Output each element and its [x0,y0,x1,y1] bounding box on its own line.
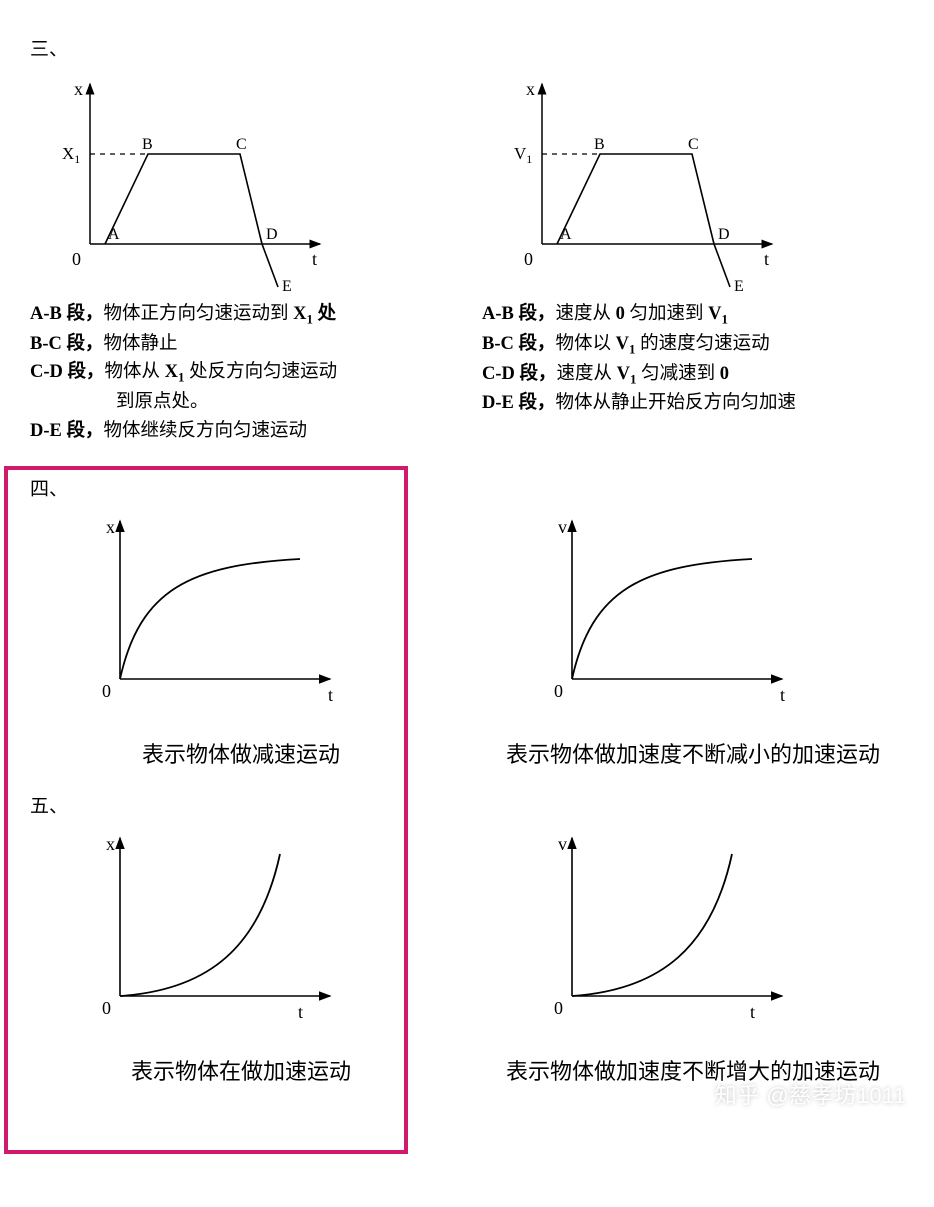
section-3-right-desc: A-B 段，速度从 0 匀加速到 V1 B-C 段，物体以 V1 的速度匀速运动… [482,300,904,418]
line-abcd [105,154,262,244]
pt-C: C [236,136,247,153]
section-4-left: x t 0 表示物体做减速运动 [30,509,452,773]
origin-label: 0 [102,681,111,701]
xt-trapezoid-chart: x t 0 X1 A B C D E [30,69,340,294]
xt-decel-curve-chart: x t 0 [70,509,370,719]
section-5-left-caption: 表示物体在做加速运动 [30,1054,452,1086]
origin-label: 0 [524,249,533,269]
curve [120,854,280,996]
section-3-left: x t 0 X1 A B C D E A-B 段，物体正方向匀速运动到 X1 处… [30,69,452,446]
x-axis-label: t [312,249,317,269]
y-axis-label: v [558,517,567,537]
pt-D: D [266,226,278,243]
origin-label: 0 [72,249,81,269]
y-axis-label: x [106,834,115,854]
y-tick-label: V1 [514,144,532,166]
x-axis-label: t [780,685,785,705]
section-3-heading: 三、 [30,34,904,61]
section-3-left-desc: A-B 段，物体正方向匀速运动到 X1 处 B-C 段，物体静止 C-D 段，物… [30,300,452,446]
vt-accel-curve-chart: v t 0 [522,826,822,1036]
section-5-heading: 五、 [30,791,904,818]
section-5-right: v t 0 表示物体做加速度不断增大的加速运动 [482,826,904,1090]
curve [572,559,752,679]
y-axis-label: x [526,79,535,99]
pt-C: C [688,136,699,153]
section-4-heading: 四、 [30,474,904,501]
pt-B: B [594,136,605,153]
xt-accel-curve-chart: x t 0 [70,826,370,1036]
curve [572,854,732,996]
section-4-right: v t 0 表示物体做加速度不断减小的加速运动 [482,509,904,773]
line-de [714,244,730,287]
section-5-left: x t 0 表示物体在做加速运动 [30,826,452,1090]
y-tick-label: X1 [62,144,80,166]
line-de [262,244,278,287]
section-4-right-caption: 表示物体做加速度不断减小的加速运动 [482,737,904,769]
origin-label: 0 [102,998,111,1018]
watermark: 知乎 @慈孝坊1011 [715,1078,906,1110]
section-3: 三、 x t 0 X1 [30,34,904,446]
pt-B: B [142,136,153,153]
x-axis-label: t [298,1002,303,1022]
vt-decel-curve-chart: v t 0 [522,509,822,719]
y-axis-label: x [106,517,115,537]
line-abcd [557,154,714,244]
section-3-right: x t 0 V1 A B C D E A-B 段，速度从 0 匀加速到 V1 B… [482,69,904,418]
pt-A: A [560,226,572,243]
y-axis-label: v [558,834,567,854]
section-5: 五、 x t 0 表示物体在做加速运动 v t 0 表示物体做加速度不断增大 [30,791,904,1090]
pt-D: D [718,226,730,243]
curve [120,559,300,679]
pt-E: E [734,278,744,294]
section-4-left-caption: 表示物体做减速运动 [30,737,452,769]
origin-label: 0 [554,681,563,701]
pt-A: A [108,226,120,243]
vt-trapezoid-chart: x t 0 V1 A B C D E [482,69,792,294]
x-axis-label: t [764,249,769,269]
origin-label: 0 [554,998,563,1018]
x-axis-label: t [750,1002,755,1022]
section-4: 四、 x t 0 表示物体做减速运动 v t 0 表示物体做加速度不断减小的 [30,474,904,773]
pt-E: E [282,278,292,294]
x-axis-label: t [328,685,333,705]
y-axis-label: x [74,79,83,99]
